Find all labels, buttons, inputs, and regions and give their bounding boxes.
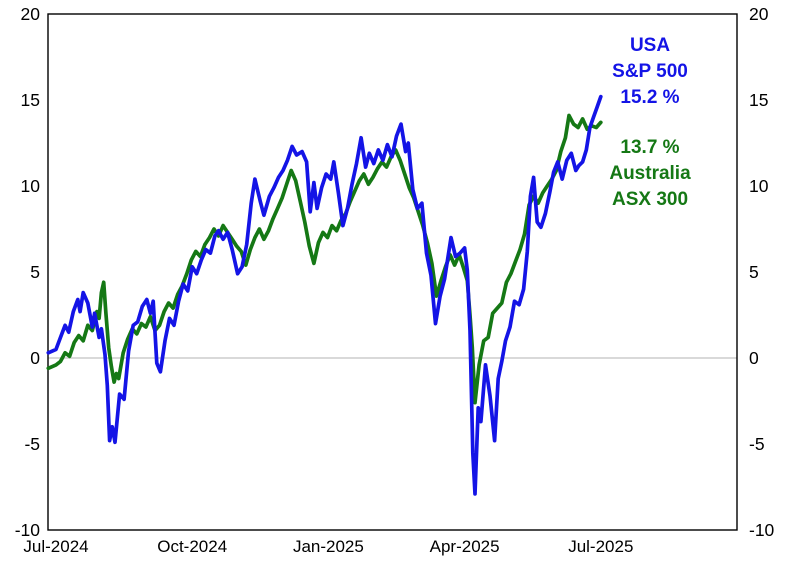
- y-axis-tick-label-left: 20: [21, 4, 41, 24]
- legend-aus-block: 13.7 % Australia ASX 300: [569, 135, 731, 213]
- x-axis-tick-label: Apr-2025: [430, 537, 500, 556]
- legend-aus-country: Australia: [609, 163, 691, 184]
- y-axis-tick-label-right: -10: [749, 520, 775, 540]
- y-axis-tick-label-right: -5: [749, 434, 765, 454]
- y-axis-tick-label-right: 5: [749, 262, 759, 282]
- plot-area-border: [47, 13, 738, 531]
- y-axis-tick-label-right: 15: [749, 90, 768, 110]
- legend-usa-value: 15.2 %: [620, 87, 680, 108]
- y-axis-tick-label-left: 15: [21, 90, 40, 110]
- y-axis-tick-label-right: 0: [749, 348, 759, 368]
- chart-legend: USA S&P 500 15.2 % 13.7 % Australia ASX …: [569, 33, 731, 213]
- legend-aus-index: ASX 300: [611, 189, 689, 210]
- x-axis-tick-label: Jul-2024: [23, 537, 88, 556]
- asx300-line: [46, 113, 603, 405]
- y-axis-tick-label-right: 20: [749, 4, 769, 24]
- y-axis-tick-label-right: 10: [749, 176, 769, 196]
- legend-aus-value: 13.7 %: [620, 137, 680, 158]
- legend-usa-block: USA S&P 500 15.2 %: [569, 33, 731, 111]
- sp500-line: [46, 94, 603, 496]
- x-axis-tick-label: Jul-2025: [568, 537, 633, 556]
- y-axis-tick-label-left: -10: [15, 520, 41, 540]
- y-axis-tick-label-left: -5: [24, 434, 40, 454]
- legend-usa-country: USA: [629, 35, 671, 56]
- y-axis-tick-label-left: 10: [21, 176, 41, 196]
- legend-usa-index: S&P 500: [612, 61, 688, 82]
- y-axis-tick-label-left: 0: [30, 348, 40, 368]
- x-axis-tick-label: Oct-2024: [157, 537, 227, 556]
- y-axis-tick-label-left: 5: [30, 262, 40, 282]
- x-axis-tick-label: Jan-2025: [293, 537, 364, 556]
